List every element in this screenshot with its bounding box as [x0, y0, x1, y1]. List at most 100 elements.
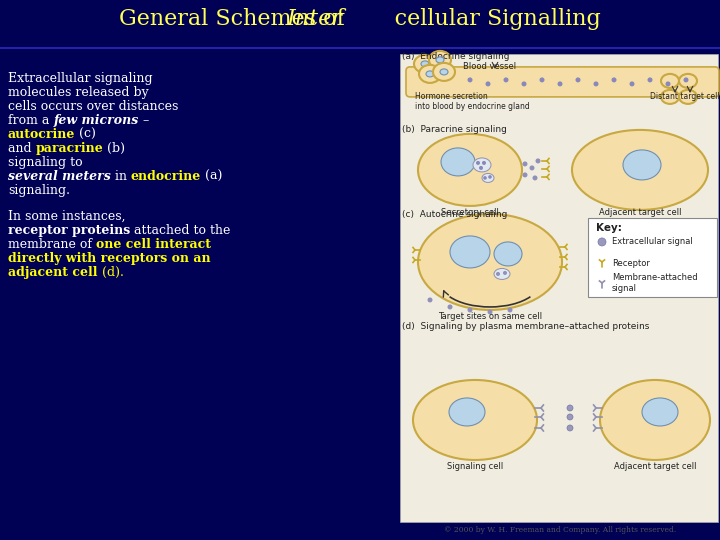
Circle shape [598, 238, 606, 246]
Text: directly with receptors on an: directly with receptors on an [8, 252, 211, 265]
Text: Signaling cell: Signaling cell [447, 462, 503, 471]
Circle shape [508, 307, 513, 313]
Ellipse shape [642, 398, 678, 426]
Text: General Schemes of       cellular Signalling: General Schemes of cellular Signalling [119, 8, 601, 30]
Text: few microns: few microns [53, 114, 139, 127]
FancyBboxPatch shape [588, 218, 717, 297]
Circle shape [665, 82, 670, 86]
Text: (d)  Signaling by plasma membrane–attached proteins: (d) Signaling by plasma membrane–attache… [402, 322, 649, 331]
Ellipse shape [419, 65, 441, 83]
Ellipse shape [441, 148, 475, 176]
Ellipse shape [661, 74, 679, 88]
Ellipse shape [436, 57, 444, 63]
Ellipse shape [473, 158, 491, 172]
Bar [400, 54, 718, 522]
Ellipse shape [418, 134, 522, 206]
Text: Extracellular signal: Extracellular signal [612, 238, 693, 246]
Ellipse shape [421, 61, 429, 67]
Circle shape [611, 77, 616, 83]
Circle shape [496, 272, 500, 276]
Circle shape [476, 161, 480, 165]
Text: receptor proteins: receptor proteins [8, 224, 130, 237]
Text: Target sites on same cell: Target sites on same cell [438, 312, 542, 321]
Text: –: – [139, 114, 149, 127]
Ellipse shape [418, 214, 562, 310]
Text: (b): (b) [104, 142, 125, 155]
Text: Secretory cell: Secretory cell [441, 208, 499, 217]
Text: (c): (c) [76, 128, 96, 141]
Text: (d).: (d). [97, 266, 123, 279]
Text: In some instances,: In some instances, [8, 210, 125, 223]
Text: Receptor: Receptor [612, 259, 650, 268]
Circle shape [503, 271, 507, 275]
Ellipse shape [572, 130, 708, 210]
Circle shape [575, 77, 580, 83]
Ellipse shape [661, 90, 679, 104]
Ellipse shape [623, 150, 661, 180]
Ellipse shape [450, 236, 490, 268]
Ellipse shape [440, 69, 448, 75]
Ellipse shape [494, 268, 510, 279]
Text: (c)  Autocrine signaling: (c) Autocrine signaling [402, 210, 508, 219]
Circle shape [482, 161, 486, 165]
Text: © 2000 by W. H. Freeman and Company. All rights reserved.: © 2000 by W. H. Freeman and Company. All… [444, 526, 676, 534]
Text: and: and [8, 142, 35, 155]
Circle shape [567, 414, 573, 420]
Text: Blood vessel: Blood vessel [464, 62, 516, 71]
Text: Hormone secretion
into blood by endocrine gland: Hormone secretion into blood by endocrin… [415, 92, 530, 111]
Ellipse shape [679, 74, 697, 88]
Ellipse shape [413, 380, 537, 460]
Circle shape [529, 165, 534, 171]
Text: adjacent cell: adjacent cell [8, 266, 97, 279]
Ellipse shape [679, 90, 697, 104]
Circle shape [503, 77, 508, 83]
Circle shape [483, 176, 487, 180]
Ellipse shape [449, 398, 485, 426]
Text: attached to the: attached to the [130, 224, 230, 237]
Text: signaling.: signaling. [8, 184, 70, 197]
Circle shape [448, 305, 452, 309]
Circle shape [629, 82, 634, 86]
Circle shape [523, 161, 528, 166]
Text: Distant target cells: Distant target cells [650, 92, 720, 101]
Circle shape [647, 77, 652, 83]
Text: signaling to: signaling to [8, 156, 83, 169]
Bar [0, 54, 400, 522]
Ellipse shape [482, 173, 494, 183]
Circle shape [539, 77, 544, 83]
Circle shape [488, 175, 492, 179]
Text: paracrine: paracrine [35, 142, 104, 155]
Ellipse shape [429, 51, 451, 69]
Text: in: in [111, 170, 131, 183]
Text: one cell interact: one cell interact [96, 238, 211, 251]
Circle shape [485, 82, 490, 86]
Text: Adjacent target cell: Adjacent target cell [613, 462, 696, 471]
Circle shape [557, 82, 562, 86]
Text: (a): (a) [201, 170, 222, 183]
Circle shape [467, 77, 472, 83]
Text: Extracellular signaling: Extracellular signaling [8, 72, 153, 85]
Text: autocrine: autocrine [8, 128, 76, 141]
Circle shape [536, 158, 541, 164]
Text: Adjacent target cell: Adjacent target cell [599, 208, 681, 217]
Circle shape [523, 172, 528, 178]
Circle shape [567, 405, 573, 411]
Text: (b)  Paracrine signaling: (b) Paracrine signaling [402, 125, 507, 134]
Ellipse shape [600, 380, 710, 460]
Ellipse shape [433, 63, 455, 81]
Text: Membrane-attached
signal: Membrane-attached signal [612, 273, 698, 293]
Text: endocrine: endocrine [131, 170, 201, 183]
Circle shape [428, 298, 433, 302]
Circle shape [593, 82, 598, 86]
Circle shape [683, 77, 688, 83]
Text: (a)  Endocrine signaling: (a) Endocrine signaling [402, 52, 510, 61]
Ellipse shape [494, 242, 522, 266]
Text: membrane of: membrane of [8, 238, 96, 251]
Text: cells occurs over distances: cells occurs over distances [8, 100, 179, 113]
Circle shape [533, 176, 538, 180]
Text: Key:: Key: [596, 223, 622, 233]
Text: molecules released by: molecules released by [8, 86, 149, 99]
Text: from a: from a [8, 114, 53, 127]
Circle shape [479, 166, 483, 170]
Ellipse shape [426, 71, 434, 77]
